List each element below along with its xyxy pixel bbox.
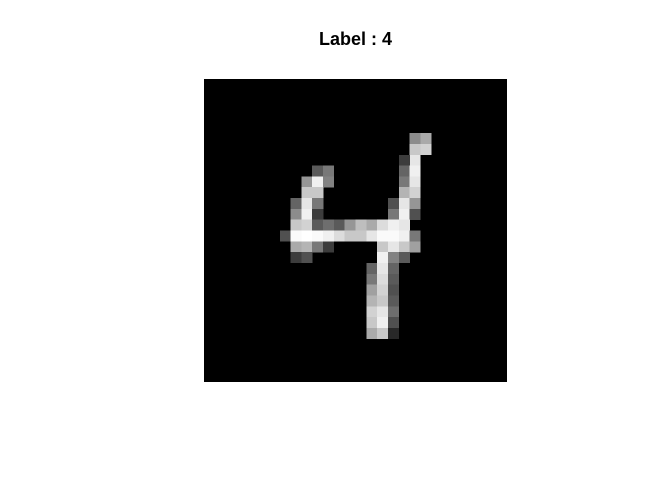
image-pixel — [398, 241, 410, 253]
image-pixel — [409, 208, 421, 220]
image-pixel — [377, 295, 389, 307]
image-pixel — [398, 208, 410, 220]
image-pixel — [290, 230, 302, 242]
figure-title: Label : 4 — [318, 29, 393, 49]
image-pixel — [366, 317, 378, 329]
image-pixel — [377, 230, 389, 242]
image-pixel — [344, 219, 356, 231]
image-pixel — [301, 198, 313, 210]
image-pixel — [355, 230, 367, 242]
image-pixel — [366, 327, 378, 339]
image-pixel — [301, 176, 313, 188]
image-pixel — [409, 133, 421, 145]
image-pixel — [312, 198, 324, 210]
image-pixel — [301, 208, 313, 220]
image-pixel — [377, 317, 389, 329]
image-pixel — [398, 198, 410, 210]
image-pixel — [377, 284, 389, 296]
image-pixel — [366, 262, 378, 275]
image-pixel — [290, 219, 302, 231]
image-pixel — [409, 241, 421, 253]
image-pixel — [409, 198, 421, 210]
image-pixel — [377, 241, 389, 253]
image-pixel — [387, 306, 400, 318]
image-pixel — [387, 284, 400, 296]
image-pixel — [366, 230, 378, 242]
image-pixel — [398, 165, 410, 177]
image-pixel — [387, 273, 400, 285]
image-pixel — [290, 198, 302, 210]
image-pixel — [366, 219, 378, 231]
image-pixel — [377, 273, 389, 285]
image-pixel — [323, 241, 335, 253]
image-pixel — [333, 219, 345, 231]
image-pixel — [398, 252, 410, 264]
image-pixel — [377, 306, 389, 318]
image-pixel — [301, 252, 313, 264]
image-pixel — [366, 284, 378, 296]
image-pixel — [409, 165, 421, 177]
digit-image-canvas — [204, 79, 507, 382]
image-pixel — [377, 262, 389, 275]
image-pixel — [323, 176, 335, 188]
image-pixel — [312, 187, 324, 199]
image-pixel — [301, 241, 313, 253]
digit-image — [204, 79, 507, 382]
image-pixel — [312, 208, 324, 220]
image-pixel — [398, 154, 410, 166]
image-pixel — [323, 165, 335, 177]
image-pixel — [387, 295, 400, 307]
image-pixel — [333, 230, 345, 242]
image-pixel — [366, 295, 378, 307]
image-pixel — [312, 176, 324, 188]
image-pixel — [377, 327, 389, 339]
image-pixel — [366, 306, 378, 318]
image-pixel — [355, 219, 367, 231]
image-pixel — [398, 219, 410, 231]
image-pixel — [387, 198, 400, 210]
image-pixel — [409, 154, 421, 166]
image-pixel — [312, 165, 324, 177]
image-pixel — [409, 176, 421, 188]
image-pixel — [312, 241, 324, 253]
image-pixel — [290, 208, 302, 220]
image-pixel — [398, 176, 410, 188]
image-pixel — [323, 230, 335, 242]
image-pixel — [387, 208, 400, 220]
image-pixel — [301, 187, 313, 199]
image-pixel — [387, 241, 400, 253]
image-pixel — [409, 187, 421, 199]
image-pixel — [301, 230, 313, 242]
image-pixel — [366, 273, 378, 285]
image-pixel — [312, 219, 324, 231]
image-pixel — [398, 230, 410, 242]
image-pixel — [387, 327, 400, 339]
image-pixel — [312, 230, 324, 242]
image-pixel — [290, 252, 302, 264]
image-pixel — [377, 252, 389, 264]
image-pixel — [387, 230, 400, 242]
image-pixel — [387, 317, 400, 329]
image-pixel — [344, 230, 356, 242]
image-pixel — [398, 187, 410, 199]
image-pixel — [420, 143, 432, 155]
image-pixel — [409, 230, 421, 242]
image-pixel — [420, 133, 432, 145]
image-pixel — [279, 230, 291, 242]
image-pixel — [323, 219, 335, 231]
image-pixel — [377, 219, 389, 231]
image-pixel — [301, 219, 313, 231]
image-pixel — [290, 241, 302, 253]
image-pixel — [387, 262, 400, 275]
image-pixel — [387, 252, 400, 264]
image-pixel — [387, 219, 400, 231]
image-pixel — [409, 143, 421, 155]
